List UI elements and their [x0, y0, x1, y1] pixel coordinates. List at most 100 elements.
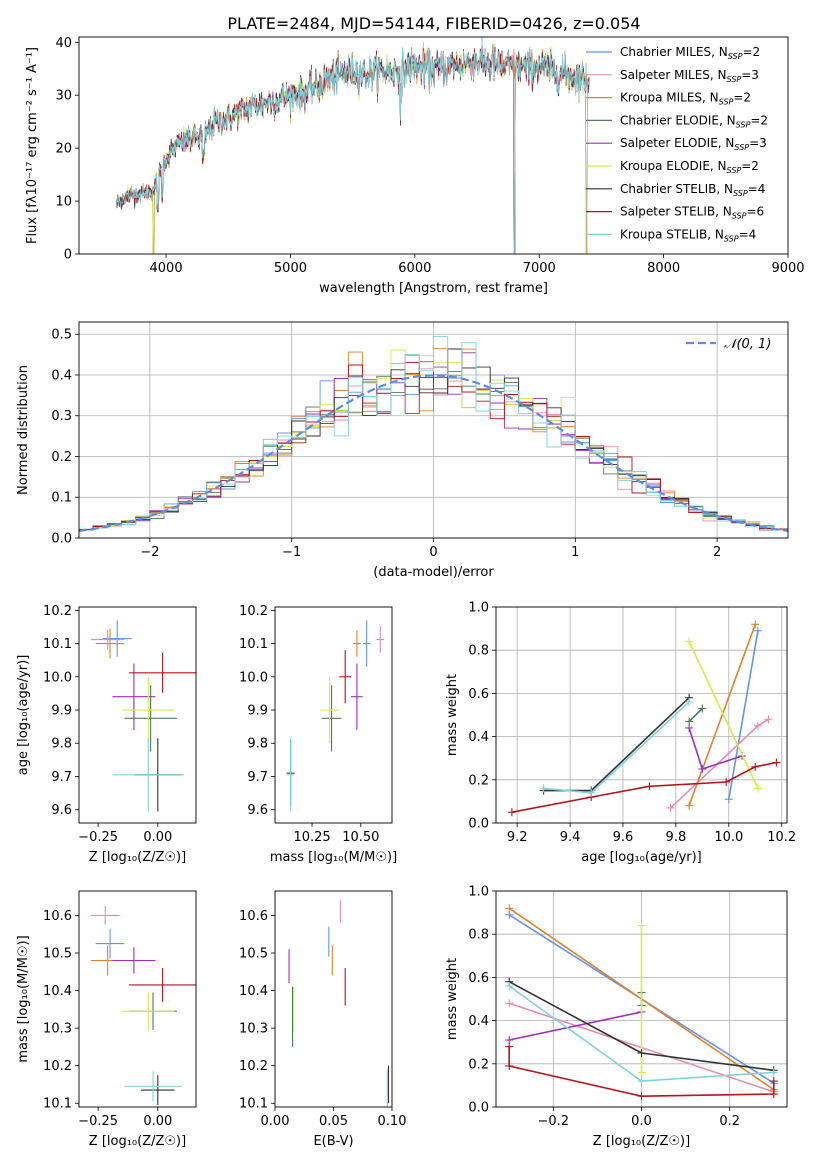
line-kroupa-miles [688, 624, 757, 806]
y-tick-label: 10 [55, 195, 72, 210]
legend-label: Kroupa STELIB, NSSP=4 [620, 227, 756, 243]
y-tick-label: 0.6 [468, 687, 489, 702]
x-tick-label: 0.2 [719, 1114, 740, 1129]
y-tick-label: 0.8 [468, 928, 489, 943]
plot-frame [78, 321, 789, 539]
y-tick-label: 10.4 [239, 984, 268, 999]
y-tick-label: 0.0 [468, 1101, 489, 1116]
y-axis-label: mass [log₁₀(M/M☉)] [16, 935, 31, 1062]
mass-vs-ebv-panel: 0.00 0.05 0.10 10.1 10.2 10.3 10.4 10.5 10.6 E(B-… [239, 890, 407, 1149]
y-tick-label: 9.9 [247, 704, 268, 719]
massweight-vs-age-panel: 9.2 9.4 9.6 9.8 10.0 10.2 0.0 0.2 0.4 0.6 0.8 1.0 ag… [445, 601, 796, 866]
y-tick-label: 10.5 [239, 946, 268, 961]
y-tick-label: 0.4 [468, 730, 489, 745]
y-tick-label: 10.2 [43, 1059, 72, 1074]
x-tick-label: −1 [282, 545, 301, 560]
y-tick-label: 0.0 [468, 817, 489, 832]
y-tick-label: 0.4 [51, 368, 72, 383]
y-tick-label: 9.7 [51, 770, 72, 785]
line-chabrier-stelib [543, 697, 690, 792]
x-tick-label: 1 [571, 545, 579, 560]
y-tick-label: 0 [64, 248, 72, 263]
error-bars [90, 620, 196, 812]
gaussian-curve [79, 374, 788, 532]
x-tick-label: 9.4 [560, 830, 581, 845]
y-tick-label: 1.0 [468, 601, 489, 616]
x-tick-label: 0.05 [319, 1114, 348, 1129]
plot-frame [78, 890, 197, 1108]
y-tick-label: 0.5 [51, 328, 72, 343]
x-axis-label: wavelength [Angstrom, rest frame] [319, 281, 548, 296]
x-tick-label: 10.50 [342, 830, 379, 845]
y-tick-label: 9.8 [247, 737, 268, 752]
line-kroupa-stelib [543, 701, 690, 794]
x-tick-label: 2 [713, 545, 721, 560]
y-tick-label: 20 [55, 142, 72, 157]
y-tick-label: 10.5 [43, 946, 72, 961]
y-tick-label: 0.2 [468, 1057, 489, 1072]
x-tick-label: 10.0 [714, 830, 743, 845]
figure-title: PLATE=2484, MJD=54144, FIBERID=0426, z=0… [227, 14, 640, 33]
x-tick-label: 9.2 [507, 830, 528, 845]
y-tick-label: 1.0 [468, 885, 489, 900]
y-axis-label: Flux [fλ10⁻¹⁷ erg cm⁻² s⁻¹ A⁻¹] [25, 47, 40, 244]
histogram-chabrier-stelib [79, 348, 788, 531]
x-tick-label: 10.25 [293, 830, 330, 845]
x-tick-label: 6000 [398, 261, 431, 276]
legend: Chabrier MILES, NSSP=2 Salpeter MILES, NS… [586, 45, 768, 243]
y-tick-label: 10.1 [239, 637, 268, 652]
legend-label: 𝒩(0, 1) [724, 337, 771, 352]
y-tick-label: 10.3 [43, 1022, 72, 1037]
age-vs-Z-panel: −0.25 0.00 9.6 9.7 9.8 9.9 10.0 10.1 10.2 Z [log₁… [16, 604, 197, 865]
line-chabrier-miles [728, 630, 759, 800]
mass-weight-lines [505, 904, 778, 1101]
massweight-vs-Z-panel: −0.2 0.0 0.2 0.0 0.2 0.4 0.6 0.8 1.0 Z [log₁₀(Z/Z… [445, 885, 788, 1149]
y-tick-label: 10.2 [43, 604, 72, 619]
legend-label: Chabrier MILES, NSSP=2 [620, 45, 760, 61]
y-tick-label: 0.4 [468, 1014, 489, 1029]
y-tick-label: 9.6 [51, 803, 72, 818]
y-axis-label: age [log₁₀(age/yr)] [16, 655, 31, 776]
y-tick-label: 10.4 [43, 984, 72, 999]
legend-label: Kroupa MILES, NSSP=2 [620, 91, 751, 107]
y-tick-label: 10.2 [239, 1059, 268, 1074]
x-tick-label: 0.10 [378, 1114, 407, 1129]
spectrum-lines [115, 37, 590, 254]
y-tick-label: 9.8 [51, 737, 72, 752]
y-tick-label: 10.0 [239, 670, 268, 685]
error-bars [286, 620, 385, 812]
plot-frame [78, 36, 789, 255]
legend-label: Chabrier ELODIE, NSSP=2 [620, 113, 768, 129]
y-tick-label: 10.1 [43, 1097, 72, 1112]
histograms [79, 336, 788, 532]
x-tick-label: 10.2 [767, 830, 796, 845]
spectrum-line-kroupa-stelib [115, 37, 590, 254]
histogram-kroupa-stelib [79, 336, 788, 531]
x-tick-label: 9000 [771, 261, 804, 276]
x-tick-label: −2 [140, 545, 159, 560]
x-tick-label: −0.25 [78, 1114, 118, 1129]
x-tick-label: 0.00 [143, 1114, 172, 1129]
legend-label: Kroupa ELODIE, NSSP=2 [620, 159, 759, 175]
line-chabrier-elodie [688, 707, 703, 723]
y-tick-label: 0.2 [468, 773, 489, 788]
x-tick-label: 7000 [523, 261, 556, 276]
x-tick-label: 0.00 [261, 1114, 290, 1129]
x-axis-label: mass [log₁₀(M/M☉)] [270, 850, 397, 865]
mass-vs-Z-panel: −0.25 0.00 10.1 10.2 10.3 10.4 10.5 10.6 Z [log₁… [16, 890, 197, 1149]
line-kroupa-elodie [688, 641, 759, 789]
x-tick-label: −0.25 [78, 830, 118, 845]
x-axis-label: age [log₁₀(age/yr)] [581, 850, 702, 865]
plot-frame [274, 606, 393, 824]
x-tick-label: 9.8 [666, 830, 687, 845]
plot-frame [274, 890, 393, 1108]
y-tick-label: 0.2 [51, 450, 72, 465]
legend-label: Salpeter MILES, NSSP=3 [620, 68, 759, 84]
y-tick-label: 9.6 [247, 803, 268, 818]
x-tick-label: 8000 [647, 261, 680, 276]
x-tick-label: 4000 [150, 261, 183, 276]
x-axis-label: Z [log₁₀(Z/Z☉)] [89, 1134, 186, 1149]
y-tick-label: 10.3 [239, 1022, 268, 1037]
x-axis-label: Z [log₁₀(Z/Z☉)] [89, 850, 186, 865]
